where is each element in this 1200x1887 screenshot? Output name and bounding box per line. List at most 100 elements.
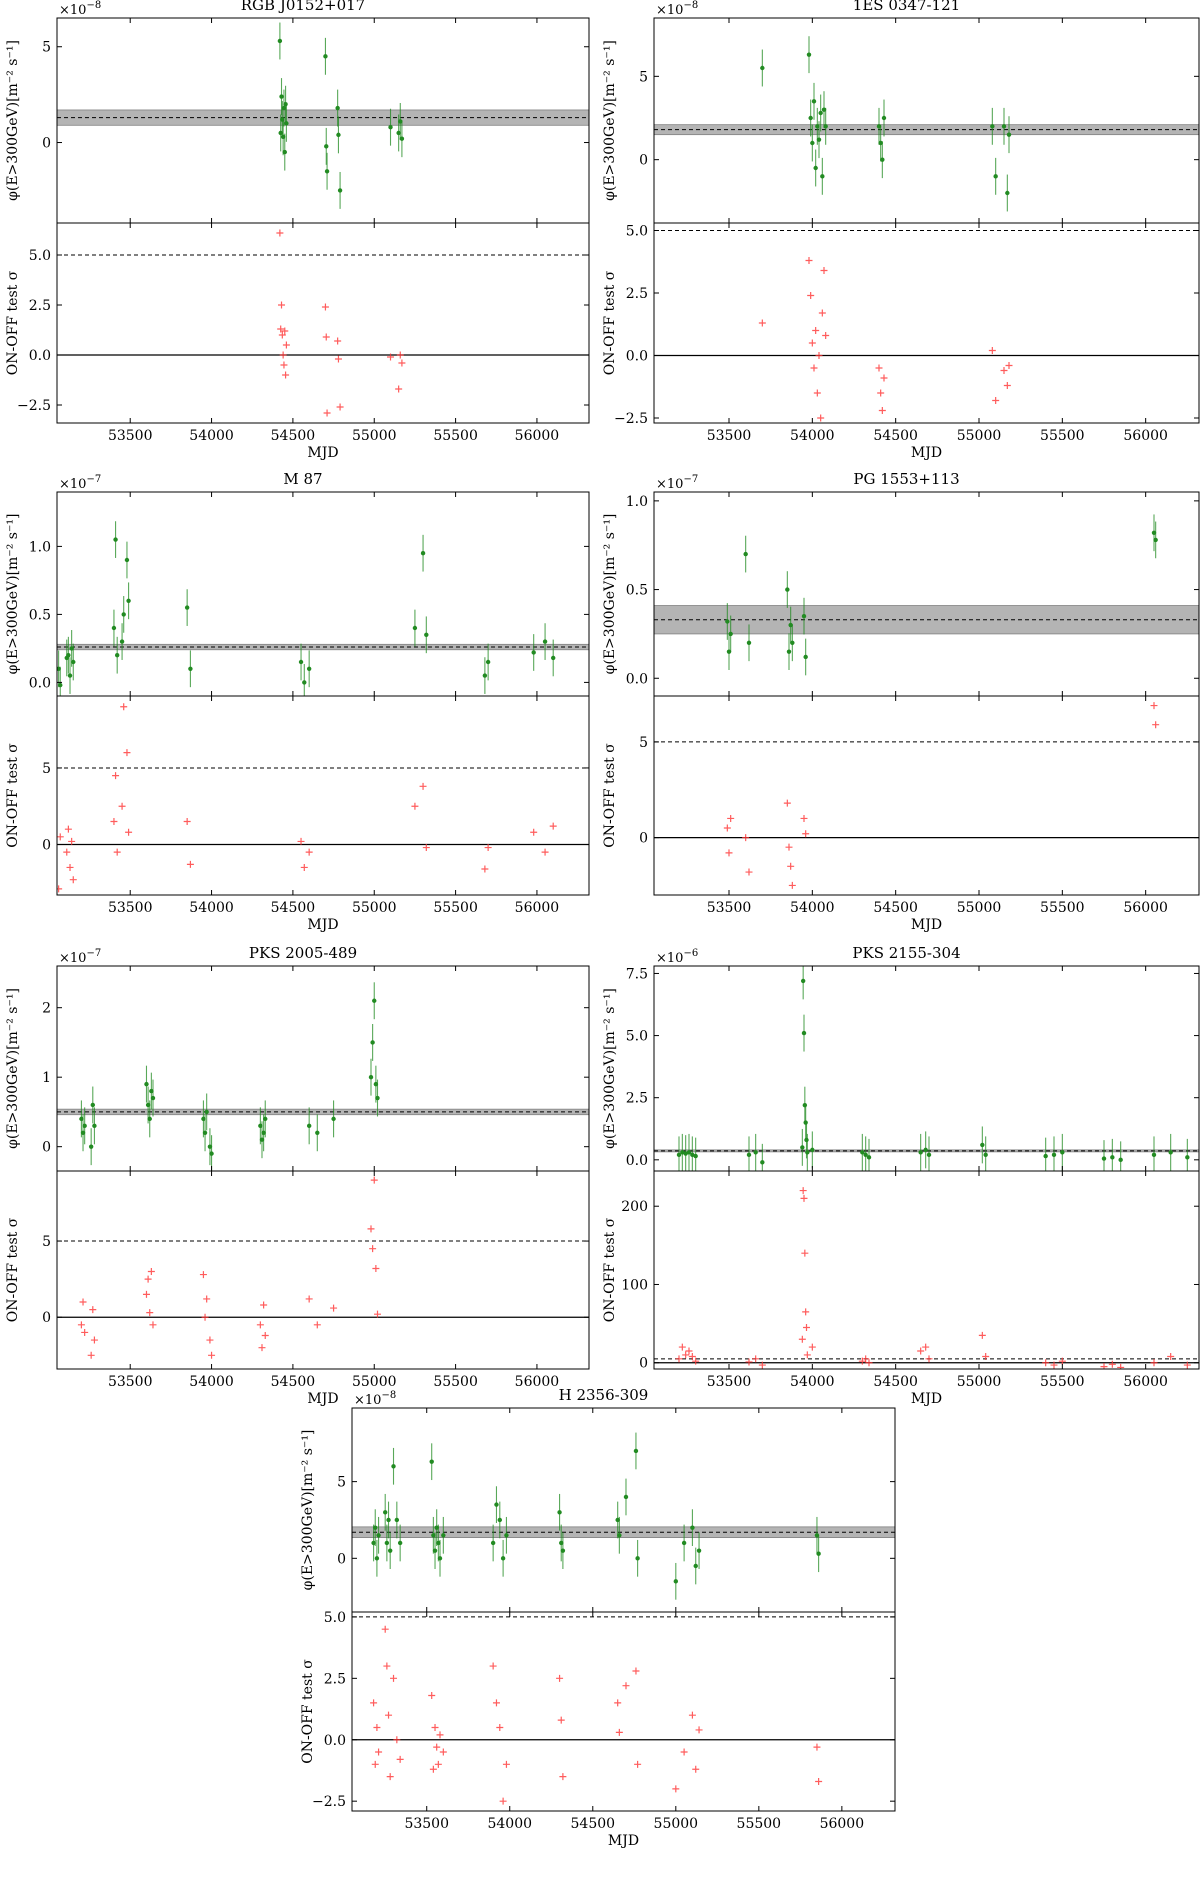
top-frame xyxy=(653,17,1200,224)
top-panel: 0 1 2 φ(E>300GeV)[m⁻² s⁻¹] xyxy=(5,965,590,1172)
significance-marker xyxy=(557,1716,565,1724)
significance-marker xyxy=(203,1295,211,1303)
significance-marker xyxy=(277,325,285,333)
flux-point xyxy=(801,613,807,619)
mean-flux-band xyxy=(352,1526,895,1539)
flux-point xyxy=(790,640,795,645)
top-frame xyxy=(56,965,590,1172)
flux-point xyxy=(431,1533,436,1538)
significance-marker xyxy=(530,828,538,836)
flux-point xyxy=(399,136,405,141)
flux-point xyxy=(760,1160,765,1165)
significance-marker xyxy=(812,327,820,334)
flux-point xyxy=(202,1130,208,1135)
significance-marker xyxy=(367,1225,375,1233)
multiplier-exponent: −8 xyxy=(683,0,698,11)
significance-marker xyxy=(146,1309,154,1317)
mean-flux-band xyxy=(654,605,1199,635)
bottom-plot-area xyxy=(352,1616,895,1805)
y-tick-label: 0.0 xyxy=(626,671,648,687)
multiplier-base: ×10 xyxy=(59,3,86,18)
flux-point xyxy=(728,631,733,637)
flux-point xyxy=(813,165,818,171)
flux-point xyxy=(785,587,790,592)
x-tick-label: 54000 xyxy=(189,1374,234,1390)
significance-marker xyxy=(978,1331,986,1339)
flux-point xyxy=(323,54,328,59)
significance-marker xyxy=(371,1760,379,1768)
top-plot-area xyxy=(654,36,1199,212)
significance-marker xyxy=(1150,1359,1158,1367)
significance-marker xyxy=(436,1731,444,1739)
significance-marker xyxy=(396,351,404,359)
flux-point xyxy=(331,1116,336,1122)
multiplier-base: ×10 xyxy=(656,477,683,492)
significance-marker xyxy=(1108,1360,1116,1368)
significance-marker xyxy=(419,782,427,790)
flux-point xyxy=(384,1540,390,1546)
significance-marker xyxy=(692,1765,700,1773)
y-axis-multiplier: ×10−7 xyxy=(656,474,698,492)
significance-marker xyxy=(880,374,888,382)
significance-marker xyxy=(330,1304,338,1312)
significance-marker xyxy=(305,1295,313,1303)
significance-marker xyxy=(381,1625,389,1633)
significance-marker xyxy=(144,1275,152,1283)
y-tick-label: 0 xyxy=(42,1310,51,1326)
y-tick-label: −2.5 xyxy=(17,398,51,414)
significance-marker xyxy=(878,407,886,414)
flux-point xyxy=(1101,1156,1107,1161)
y-tick-label: 200 xyxy=(621,1199,648,1215)
multiplier-exponent: −7 xyxy=(86,474,101,485)
significance-marker xyxy=(614,1699,622,1707)
flux-point xyxy=(560,1548,566,1553)
chart-7: 0 5 φ(E>300GeV)[m⁻² s⁻¹] −2.5 0.0 2.5 5.0 ON-OF… xyxy=(300,1386,896,1849)
significance-marker xyxy=(688,1352,696,1360)
significance-marker xyxy=(1117,1363,1125,1369)
significance-marker xyxy=(120,703,128,711)
bottom-y-axis-label: ON-OFF test σ xyxy=(602,1217,618,1322)
significance-marker xyxy=(278,331,286,339)
x-tick-label: 56000 xyxy=(515,900,560,916)
flux-point xyxy=(726,649,732,654)
flux-point xyxy=(434,1525,439,1530)
flux-point xyxy=(983,1152,988,1158)
flux-point xyxy=(126,598,131,603)
flux-point xyxy=(531,650,536,655)
flux-point xyxy=(424,632,429,637)
bottom-plot-area xyxy=(654,1187,1199,1369)
significance-marker xyxy=(282,341,290,349)
significance-marker xyxy=(79,1298,87,1306)
flux-point xyxy=(336,132,341,138)
multiplier-base: ×10 xyxy=(354,1393,381,1408)
flux-point xyxy=(1118,1157,1123,1163)
x-tick-label: 56000 xyxy=(1123,900,1168,916)
x-axis-label: MJD xyxy=(307,1391,338,1407)
y-tick-label: 0.0 xyxy=(29,675,51,691)
significance-marker xyxy=(925,1355,933,1363)
y-tick-label: 0.5 xyxy=(626,583,648,599)
significance-marker xyxy=(395,385,403,393)
significance-marker xyxy=(688,1711,696,1719)
y-tick-label: 5.0 xyxy=(29,248,51,264)
flux-point xyxy=(482,673,488,678)
significance-marker xyxy=(787,862,795,870)
significance-marker xyxy=(556,1674,564,1682)
y-tick-label: 5.0 xyxy=(626,1029,648,1045)
flux-point xyxy=(1051,1152,1057,1158)
y-tick-label: 5 xyxy=(337,1475,346,1491)
significance-marker xyxy=(678,1343,686,1351)
flux-point xyxy=(923,1147,928,1153)
x-tick-label: 53500 xyxy=(404,1816,449,1832)
flux-point xyxy=(696,1548,702,1553)
flux-point xyxy=(372,998,377,1003)
y-tick-label: 0.0 xyxy=(626,1153,648,1169)
significance-marker xyxy=(89,1306,97,1314)
significance-marker xyxy=(499,1797,507,1805)
significance-marker xyxy=(369,1245,377,1253)
chart-title: PG 1553+113 xyxy=(853,470,959,488)
y-tick-label: 0 xyxy=(639,153,648,169)
flux-point xyxy=(66,653,71,658)
flux-point xyxy=(617,1533,622,1538)
